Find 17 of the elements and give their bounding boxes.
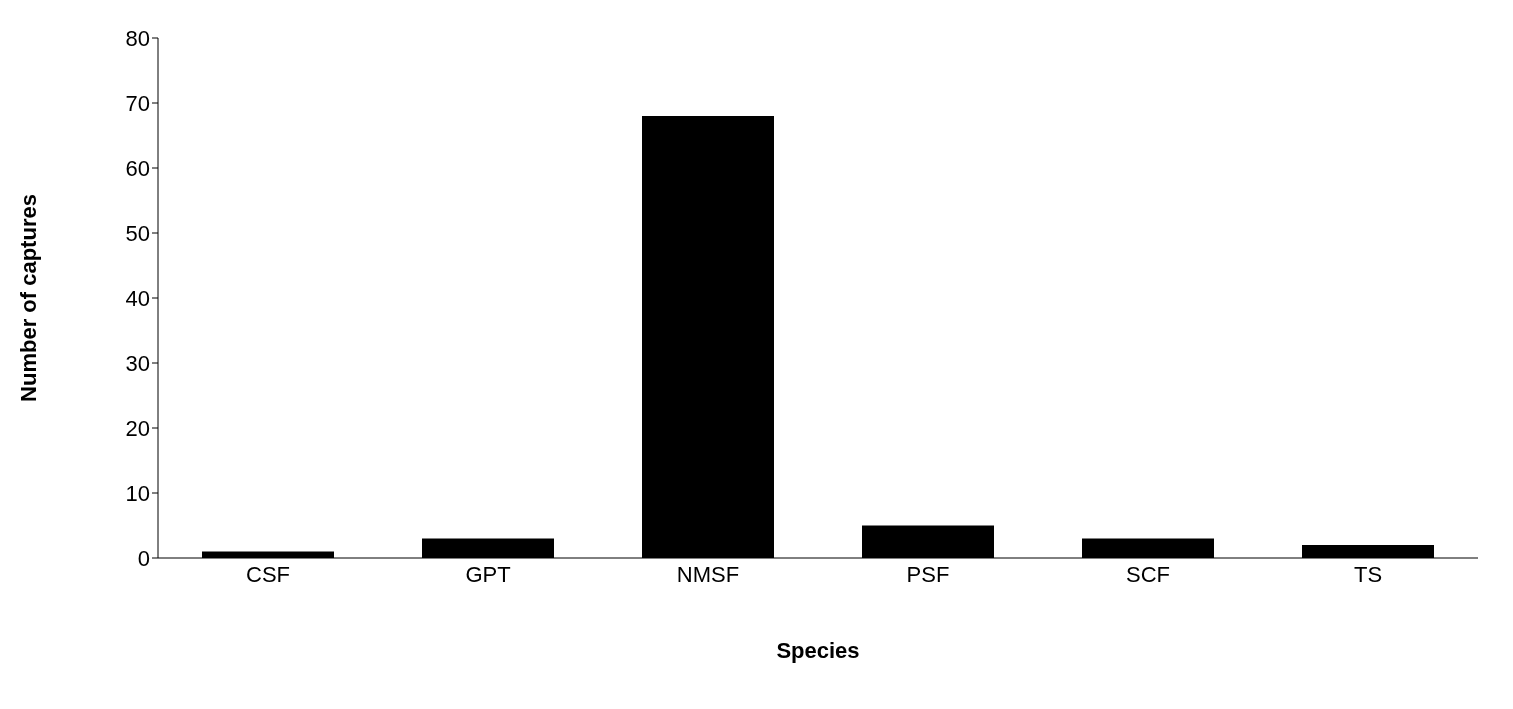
y-tick-label: 0	[137, 545, 150, 571]
x-tick-label: NMSF	[676, 561, 740, 587]
y-tick-label: 60	[125, 155, 150, 181]
x-axis-title: Species	[776, 638, 860, 663]
y-tick-label: 30	[125, 350, 150, 376]
y-tick-label: 40	[125, 285, 150, 311]
y-tick-label: 50	[125, 220, 150, 246]
x-tick-label: SCF	[1126, 561, 1170, 587]
x-tick-label: CSF	[246, 561, 290, 587]
y-tick-label: 10	[125, 480, 150, 506]
y-tick-label: 80	[125, 25, 150, 51]
x-tick-label: TS	[1353, 561, 1383, 587]
x-tick-label: GPT	[465, 561, 511, 587]
y-tick-label: 70	[125, 90, 150, 116]
x-tick-label: PSF	[906, 561, 950, 587]
y-axis-title: Number of captures	[15, 194, 41, 402]
y-tick-label: 20	[125, 415, 150, 441]
